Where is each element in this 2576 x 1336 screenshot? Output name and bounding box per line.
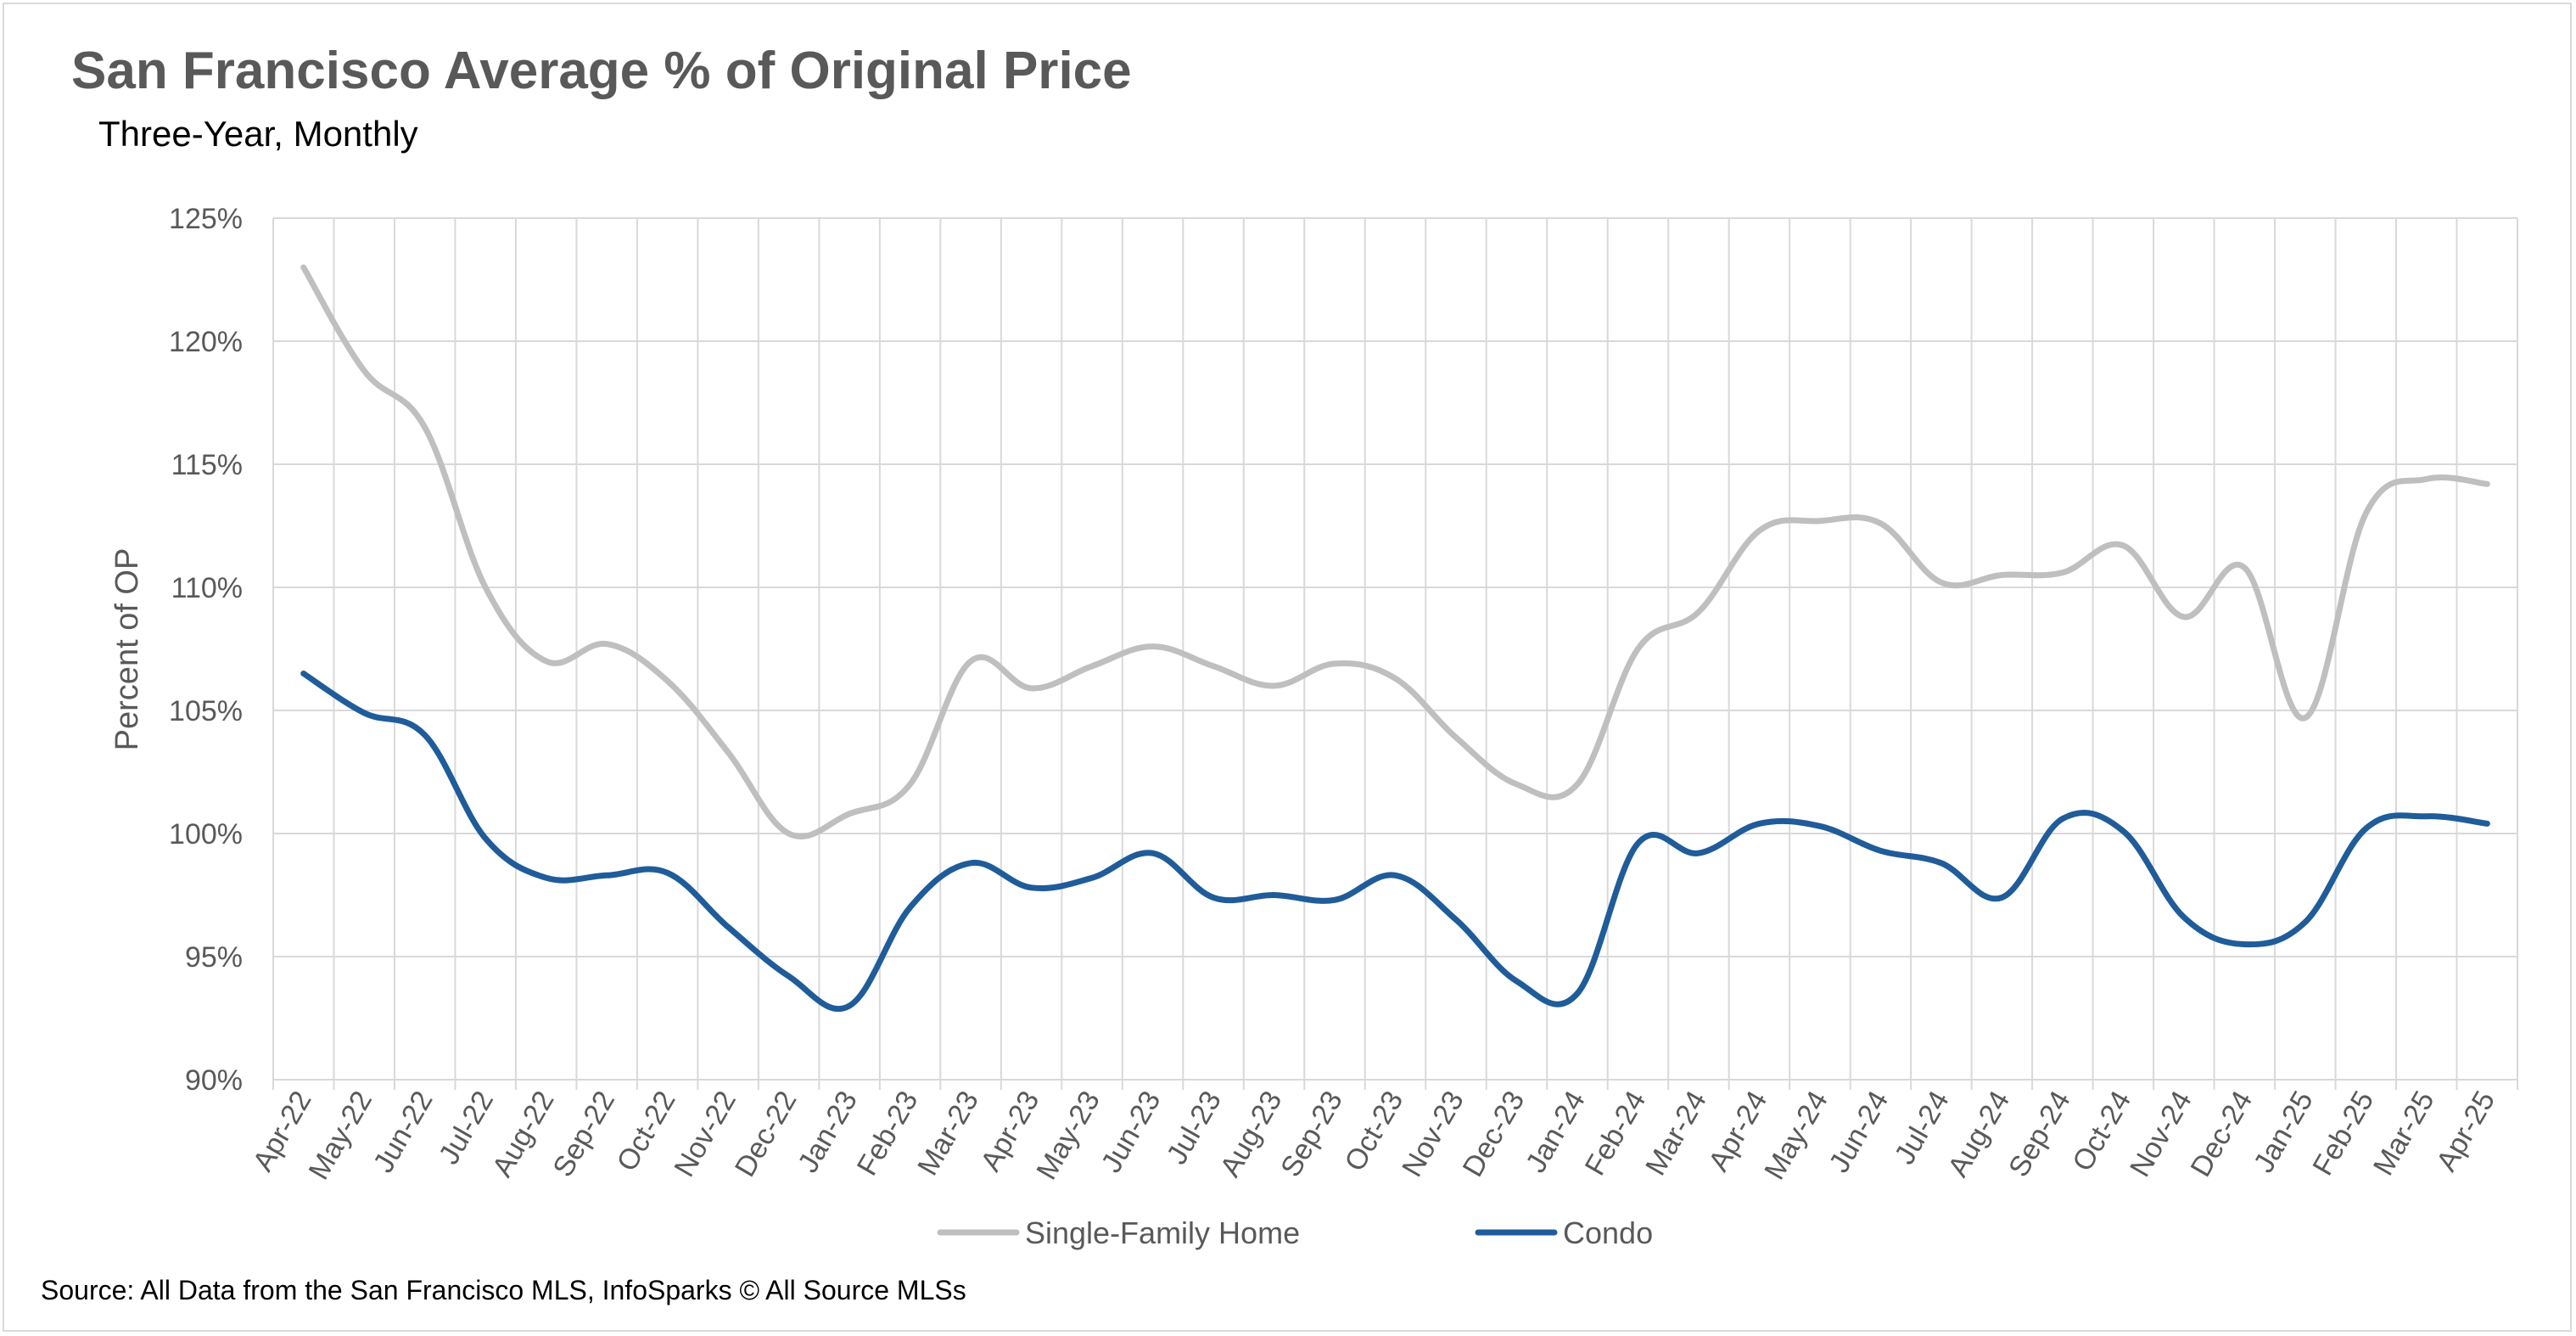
x-tick-label: Jun-24 (1823, 1086, 1895, 1178)
x-tick-label: Jul-24 (1889, 1086, 1956, 1170)
x-tick-label: Mar-24 (1639, 1086, 1713, 1181)
x-tick-label: Sep-23 (1274, 1086, 1349, 1182)
x-axis-ticks: Apr-22May-22Jun-22Jul-22Aug-22Sep-22Oct-… (247, 1086, 2501, 1185)
series-lines (300, 264, 2490, 1013)
x-tick-label: Apr-25 (2430, 1086, 2501, 1176)
chart-subtitle: Three-Year, Monthly (98, 114, 418, 154)
x-tick-label: Sep-24 (2002, 1086, 2077, 1182)
y-tick-label: 95% (185, 941, 243, 974)
chart-title: San Francisco Average % of Original Pric… (71, 42, 1132, 100)
y-tick-label: 100% (169, 818, 243, 850)
y-axis-ticks: 90% 95% 100% 105% 110% 115% 120% 125% (169, 203, 243, 1097)
x-tick-label: Jun-22 (367, 1086, 440, 1178)
source-note: Source: All Data from the San Francisco … (41, 1275, 966, 1305)
legend-label-condo: Condo (1563, 1215, 1653, 1250)
x-tick-label: Jul-22 (433, 1086, 500, 1170)
x-tick-label: Dec-22 (729, 1086, 804, 1182)
chart-frame (3, 3, 2572, 1332)
y-tick-label: 110% (171, 572, 243, 604)
x-tick-label: Mar-25 (2367, 1086, 2441, 1181)
y-tick-label: 90% (185, 1064, 243, 1097)
y-tick-label: 105% (169, 695, 243, 727)
y-tick-label: 120% (169, 326, 243, 358)
y-tick-label: 125% (169, 203, 243, 235)
legend-label-single-family-home: Single-Family Home (1025, 1215, 1300, 1250)
grid-lines (272, 217, 2518, 1090)
y-axis-label: Percent of OP (109, 548, 145, 751)
series-line-condo (300, 671, 2490, 1013)
x-tick-label: Jul-23 (1161, 1086, 1228, 1170)
x-tick-label: Dec-23 (1457, 1086, 1532, 1182)
series-line-single-family-home (300, 264, 2490, 840)
x-tick-label: Jun-23 (1095, 1086, 1168, 1178)
x-tick-label: Dec-24 (2185, 1086, 2260, 1182)
x-tick-label: Sep-22 (546, 1086, 621, 1182)
y-tick-label: 115% (171, 449, 243, 481)
x-tick-label: Mar-23 (911, 1086, 985, 1181)
legend: Single-Family Home Condo (937, 1215, 1653, 1250)
